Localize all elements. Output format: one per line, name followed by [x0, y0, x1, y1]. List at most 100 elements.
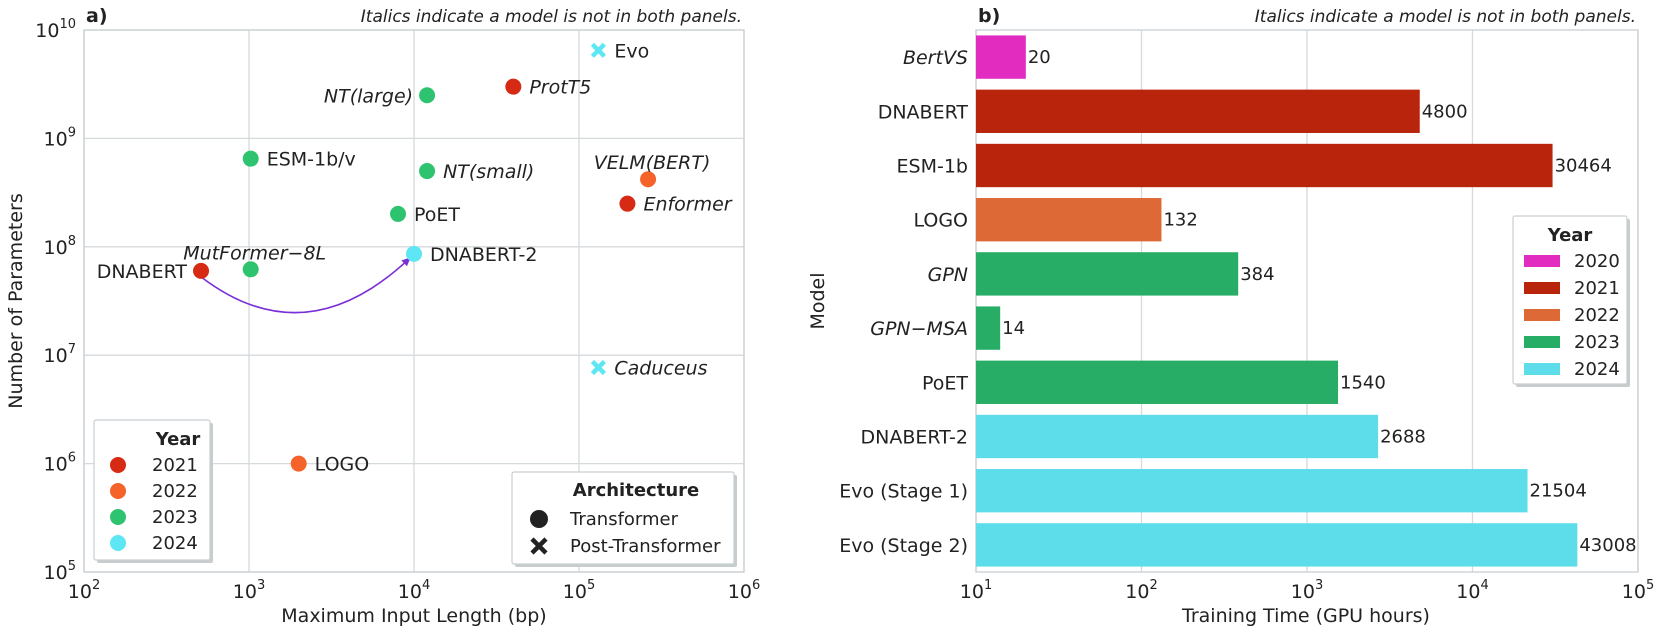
panel-a-year-legend: Year 2021 2022 2023 2024 — [93, 419, 213, 563]
panel-b-x-tick-label: 104 — [1456, 578, 1488, 603]
panel-b-legend-swatch — [1524, 282, 1560, 294]
point-label-prott5: ProtT5 — [529, 77, 591, 99]
panel-a-scatter: a) Italics indicate a model is not in bo… — [5, 5, 760, 627]
category-label-dnabert: DNABERT — [878, 101, 969, 123]
category-label-gpn: GPN — [928, 264, 968, 286]
point-label-dnabert: DNABERT — [97, 261, 188, 283]
bar-gpn — [976, 252, 1239, 296]
panel-b-y-axis-label: Model — [807, 272, 829, 329]
bar-evo-stage-1 — [976, 469, 1528, 513]
panel-a-y-ticks: 105 106 107 108 109 1010 — [35, 17, 76, 584]
year-legend-title: Year — [155, 429, 201, 450]
panel-a-x-tick-label: 102 — [68, 578, 100, 603]
panel-b-x-tick-label: 105 — [1622, 578, 1654, 603]
panel-b-x-tick-label: 101 — [960, 578, 992, 603]
point-dnabert-2 — [406, 245, 422, 262]
point-label-evo: Evo — [614, 40, 649, 62]
point-poet — [390, 205, 407, 222]
category-label-gpn-msa: GPN−MSA — [870, 318, 968, 340]
category-label-poet: PoET — [922, 372, 968, 394]
value-label-bertvs: 20 — [1028, 47, 1051, 68]
value-label-poet: 1540 — [1340, 372, 1386, 393]
bar-bertvs — [976, 35, 1026, 79]
panel-a-architecture-legend: Architecture Transformer Post-Transforme… — [511, 471, 737, 567]
panel-a-points — [193, 42, 657, 472]
panel-a-point-labels: DNABERT ProtT5 Enformer LOGO VELM(BERT) ESM-1… — [97, 40, 733, 475]
panel-a-note: Italics indicate a model is not in both … — [361, 7, 742, 27]
point-label-poet: PoET — [414, 204, 460, 226]
category-label-dnabert-2: DNABERT-2 — [860, 427, 968, 449]
point-label-dnabert-2: DNABERT-2 — [430, 244, 538, 266]
point-label-esm-1b-v: ESM-1b/v — [267, 149, 356, 171]
panel-b-legend-label: 2024 — [1574, 359, 1620, 380]
panel-a-x-tick-label: 104 — [398, 578, 430, 603]
panel-a-x-tick-label: 103 — [233, 578, 265, 603]
panel-a-x-ticks: 102 103 104 105 106 — [68, 578, 760, 603]
panel-b-bars — [976, 35, 1578, 567]
point-mutformer-8l — [242, 261, 259, 278]
architecture-legend-title: Architecture — [573, 480, 699, 501]
bar-evo-stage-2 — [976, 523, 1578, 567]
panel-b-x-tick-label: 103 — [1291, 578, 1323, 603]
panel-b-label: b) — [978, 5, 1000, 27]
architecture-legend-post-transformer: Post-Transformer — [570, 536, 721, 557]
panel-a-y-tick-label: 109 — [44, 125, 76, 150]
dnabert-to-dnabert2-arrow — [200, 257, 411, 314]
panel-a-y-tick-label: 108 — [44, 234, 76, 259]
panel-b-frame — [975, 29, 1639, 573]
value-label-evo-stage-2: 43008 — [1579, 535, 1636, 556]
bar-gpn-msa — [976, 306, 1001, 350]
point-velm-bert — [640, 171, 657, 188]
point-label-enformer: Enformer — [643, 194, 732, 216]
panel-b-legend-label: 2023 — [1574, 332, 1620, 353]
transformer-marker-icon — [530, 510, 548, 528]
value-label-dnabert: 4800 — [1422, 101, 1468, 122]
point-evo — [590, 42, 606, 58]
point-label-mutformer-8l: MutFormer−8L — [183, 242, 326, 264]
point-enformer — [619, 195, 636, 212]
point-logo — [290, 455, 307, 472]
value-label-logo: 132 — [1163, 210, 1197, 231]
point-label-logo: LOGO — [315, 454, 370, 476]
value-label-dnabert-2: 2688 — [1380, 427, 1426, 448]
post-transformer-marker-icon — [530, 537, 548, 555]
panel-a-x-tick-label: 106 — [728, 578, 760, 603]
panel-b-x-ticks: 101 102 103 104 105 — [960, 578, 1654, 603]
category-label-evo-stage-1: Evo (Stage 1) — [839, 481, 968, 503]
panel-b-legend-swatch — [1524, 363, 1560, 375]
value-label-evo-stage-1: 21504 — [1530, 481, 1587, 502]
point-nt-large — [419, 87, 436, 104]
panel-b-legend-label: 2022 — [1574, 305, 1620, 326]
year-legend-label: 2022 — [152, 481, 198, 502]
year-legend-marker — [110, 535, 126, 551]
point-nt-small — [419, 163, 436, 180]
category-label-evo-stage-2: Evo (Stage 2) — [839, 535, 968, 557]
panel-a-label: a) — [86, 5, 108, 27]
panel-a-y-tick-label: 105 — [44, 559, 76, 584]
year-legend-label: 2023 — [152, 507, 198, 528]
value-label-gpn: 384 — [1240, 264, 1274, 285]
category-label-esm-1b: ESM-1b — [897, 156, 968, 178]
point-label-velm-bert: VELM(BERT) — [594, 152, 711, 174]
point-dnabert — [193, 262, 210, 279]
point-label-caduceus: Caduceus — [614, 358, 707, 380]
year-legend-label: 2024 — [152, 533, 198, 554]
point-label-nt-large: NT(large) — [324, 85, 413, 107]
bar-dnabert — [976, 89, 1420, 133]
panel-b-legend-swatch — [1524, 336, 1560, 348]
panel-b-year-legend: Year 2020 2021 2022 2023 2024 — [1512, 215, 1630, 387]
panel-a-frame — [83, 29, 745, 573]
panel-b-value-labels: 20 4800 30464 132 384 14 1540 2688 21504 43008 — [1002, 47, 1636, 556]
panel-a-x-axis-label: Maximum Input Length (bp) — [281, 605, 546, 627]
point-label-nt-small: NT(small) — [443, 161, 534, 183]
panel-b-note: Italics indicate a model is not in both … — [1255, 7, 1636, 27]
panel-b-legend-title: Year — [1547, 225, 1593, 246]
category-label-logo: LOGO — [913, 210, 968, 232]
architecture-legend-transformer: Transformer — [569, 509, 679, 530]
panel-b-legend-label: 2021 — [1574, 278, 1620, 299]
panel-b-legend-swatch — [1524, 255, 1560, 267]
panel-a-y-axis-label: Number of Parameters — [5, 193, 27, 408]
panel-b-legend-swatch — [1524, 309, 1560, 321]
panel-b-legend-label: 2020 — [1574, 251, 1620, 272]
